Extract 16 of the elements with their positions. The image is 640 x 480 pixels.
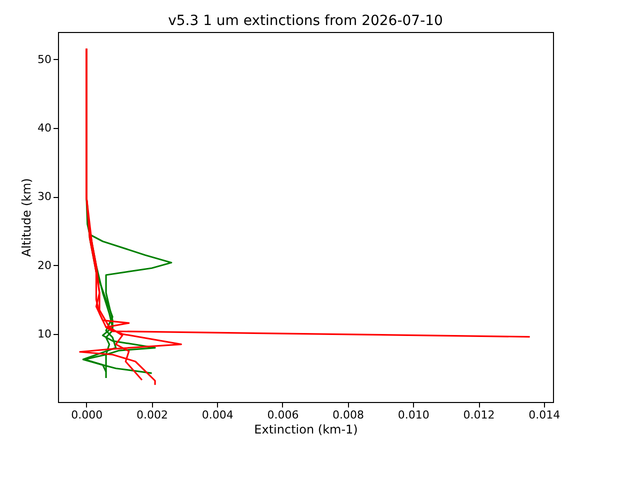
x-tick-label: 0.008 [332, 408, 364, 422]
y-tick-label: 40 [38, 122, 52, 135]
x-tick-label: 0.004 [202, 408, 234, 422]
x-tick-label: 0.012 [463, 408, 495, 422]
y-axis-title: Altitude (km) [20, 178, 34, 257]
x-tick-label: 0.006 [267, 408, 299, 422]
chart-title: v5.3 1 um extinctions from 2026-07-10 [168, 13, 443, 29]
x-tick-label: 0.014 [528, 408, 560, 422]
x-tick-label: 0.000 [71, 408, 103, 422]
x-tick-label: 0.002 [136, 408, 168, 422]
x-tick-label: 0.010 [398, 408, 430, 422]
y-tick-label: 50 [38, 52, 52, 66]
y-tick-label: 20 [38, 258, 52, 272]
y-tick-label: 10 [38, 328, 52, 341]
x-axis-title: Extinction (km-1) [254, 422, 358, 436]
y-tick-label: 30 [38, 190, 52, 204]
